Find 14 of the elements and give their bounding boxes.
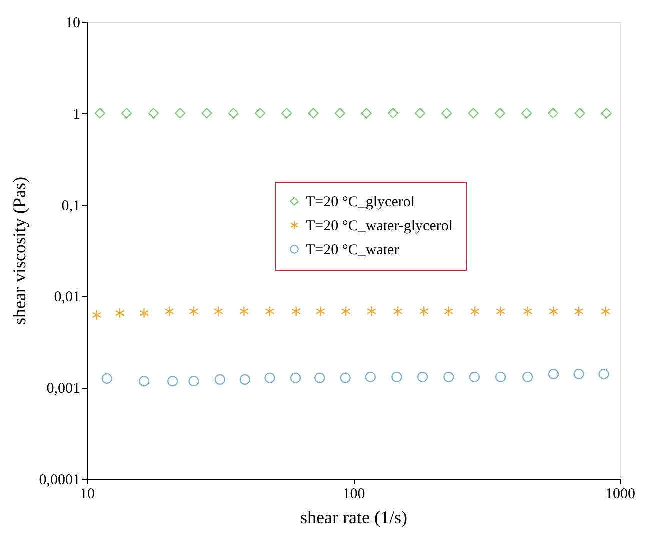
y-axis-title: shear viscosity (Pas) [9, 177, 30, 325]
y-tick-label: 0,001 [46, 381, 80, 398]
legend-label: T=20 °C_glycerol [306, 194, 416, 210]
x-axis-title: shear rate (1/s) [300, 508, 408, 528]
y-tick-label: 0,01 [54, 290, 80, 306]
x-tick-label: 10 [80, 486, 95, 502]
y-tick-label: 0,1 [62, 198, 80, 214]
y-tick-label: 10 [66, 16, 80, 32]
legend-label: T=20 °C_water [306, 242, 400, 258]
x-tick-label: 1000 [606, 486, 636, 502]
y-tick-label: 1 [73, 106, 80, 123]
legend-label: T=20 °C_water-glycerol [306, 218, 454, 234]
x-tick-label: 100 [342, 486, 366, 502]
y-tick-label: 0,0001 [39, 472, 80, 488]
